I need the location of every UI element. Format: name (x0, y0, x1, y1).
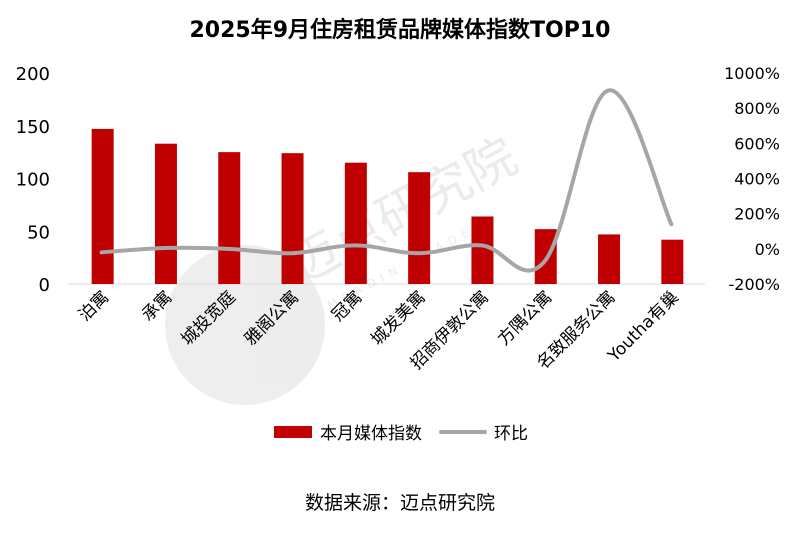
bar (91, 128, 114, 284)
left-axis-tick: 0 (39, 275, 50, 296)
right-axis-tick: 400% (734, 170, 780, 189)
line-series (99, 88, 674, 273)
legend-bar-swatch (274, 426, 312, 438)
left-axis-tick: 50 (27, 222, 50, 243)
right-axis-tick: 800% (734, 99, 780, 118)
x-axis-label: 城发美寓 (367, 287, 429, 349)
line-path (99, 88, 674, 273)
legend-line-label: 环比 (494, 424, 528, 444)
bar (408, 172, 431, 284)
legend-bar-label: 本月媒体指数 (320, 424, 422, 444)
left-axis-tick: 200 (16, 64, 50, 85)
x-axis-label: 泊寓 (75, 287, 113, 325)
right-axis-tick: 600% (734, 134, 780, 153)
right-axis-tick: 200% (734, 205, 780, 224)
left-axis-tick: 100 (16, 170, 50, 191)
right-axis-tick: 0% (755, 240, 780, 259)
right-axis-tick: 1000% (724, 64, 780, 83)
legend: 本月媒体指数 环比 (274, 424, 528, 444)
source-note: 数据来源：迈点研究院 (304, 492, 495, 514)
bar (344, 162, 367, 284)
bar (661, 239, 684, 284)
left-axis-tick: 150 (16, 117, 50, 138)
x-axis-label: 方隅公寓 (494, 287, 556, 349)
bar (218, 152, 241, 284)
right-axis: -200% 0% 200% 400% 600% 800% 1000% (724, 64, 780, 294)
watermark-logo-icon (165, 245, 325, 405)
bar (598, 234, 621, 284)
bar (281, 153, 304, 284)
right-axis-tick: -200% (728, 275, 780, 294)
chart-title: 2025年9月住房租赁品牌媒体指数TOP10 (189, 18, 611, 43)
bar (471, 216, 494, 284)
bar (154, 143, 177, 284)
left-axis: 0 50 100 150 200 (16, 64, 50, 296)
